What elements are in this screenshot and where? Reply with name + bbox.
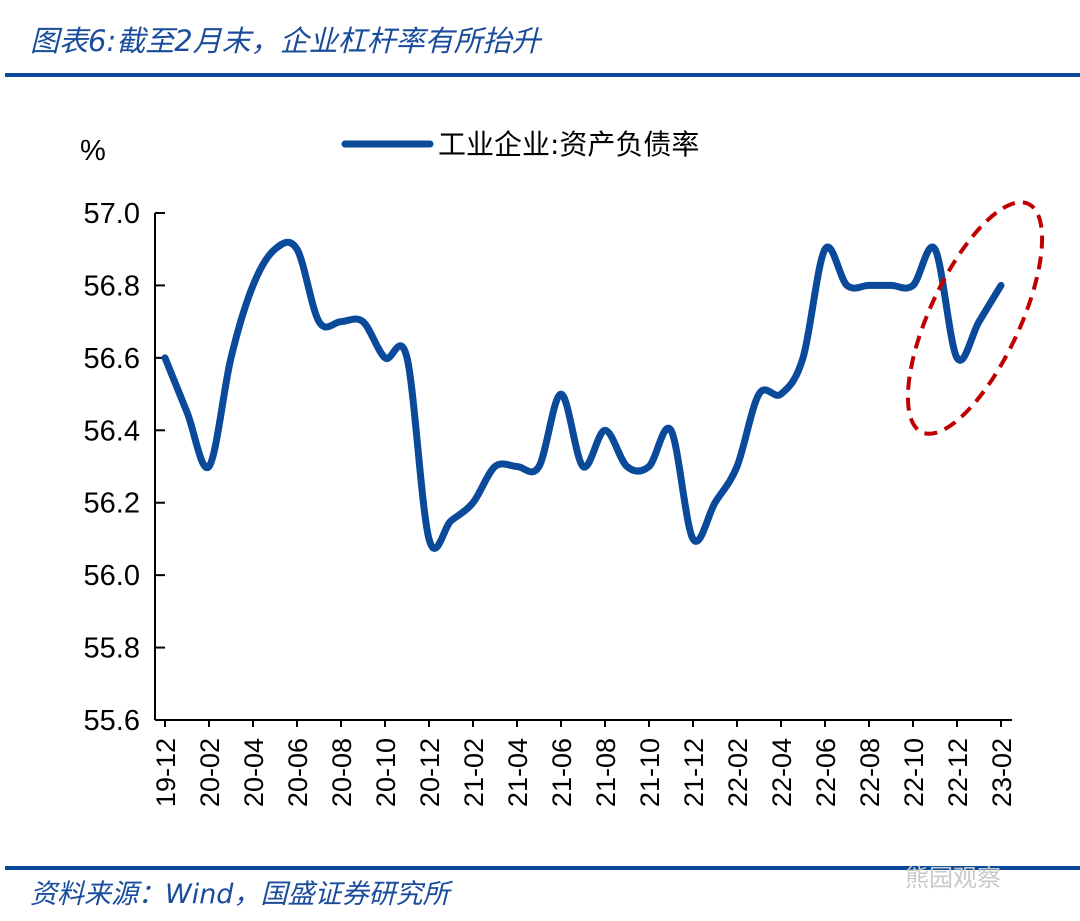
x-tick-label: 21-04: [503, 738, 533, 807]
y-tick-label: 56.2: [84, 488, 140, 520]
data-point: [450, 520, 452, 522]
data-point: [362, 321, 364, 323]
x-tick-label: 21-02: [459, 738, 489, 807]
source-note: 资料来源：Wind，国盛证券研究所: [30, 879, 450, 910]
x-tick-label: 21-06: [547, 738, 577, 807]
y-tick-label: 55.8: [84, 633, 140, 665]
x-tick-label: 20-06: [283, 738, 313, 807]
y-axis-unit: %: [80, 135, 106, 167]
x-tick-label: 23-02: [987, 738, 1017, 807]
y-tick-label: 55.6: [84, 705, 140, 737]
y-tick-label: 56.6: [84, 343, 140, 375]
data-point: [604, 429, 606, 431]
x-tick-label: 21-10: [635, 738, 665, 807]
y-tick-label: 56.0: [84, 560, 140, 592]
footer-divider: [5, 866, 1080, 870]
data-point: [780, 393, 782, 395]
x-tick-label: 22-06: [811, 738, 841, 807]
highlight-ellipse: [905, 200, 1045, 436]
series-line: [161, 238, 1005, 552]
data-point: [1000, 284, 1002, 286]
x-tick-label: 22-04: [767, 738, 797, 807]
data-point: [626, 466, 628, 467]
data-point: [516, 466, 518, 467]
data-point: [978, 321, 980, 323]
data-point: [648, 466, 650, 467]
header-divider: [5, 73, 1080, 77]
data-point: [230, 357, 232, 359]
data-point: [582, 466, 584, 467]
y-tick-label: 56.8: [84, 270, 140, 302]
data-point: [274, 248, 276, 250]
chart-title: 图表6:截至2月末，企业杠杆率有所抬升: [30, 24, 541, 58]
data-point: [890, 284, 892, 286]
data-point: [472, 502, 474, 504]
x-tick-label: 20-02: [195, 738, 225, 807]
x-tick-label: 21-12: [679, 738, 709, 807]
x-tick-label: 19-12: [151, 738, 181, 807]
data-point: [252, 284, 254, 286]
data-point: [868, 284, 870, 286]
data-point: [406, 357, 408, 359]
y-tick-label: 57.0: [84, 198, 140, 230]
x-tick-label: 20-04: [239, 738, 269, 807]
watermark: 熊园观察: [905, 864, 1001, 892]
data-point: [846, 284, 848, 286]
data-point: [934, 248, 936, 250]
x-tick-label: 20-10: [371, 738, 401, 807]
data-point: [384, 357, 386, 359]
data-point: [758, 393, 760, 395]
data-point: [736, 466, 738, 467]
data-point: [340, 321, 342, 323]
data-point: [208, 466, 210, 467]
x-tick-label: 20-12: [415, 738, 445, 807]
legend-label: 工业企业:资产负债率: [438, 128, 699, 161]
x-tick-label: 22-08: [855, 738, 885, 807]
data-point: [186, 411, 188, 413]
data-point: [692, 538, 694, 540]
data-point: [560, 393, 562, 395]
y-tick-label: 56.4: [84, 415, 140, 447]
x-tick-label: 20-08: [327, 738, 357, 807]
data-point: [428, 538, 430, 540]
data-point: [670, 429, 672, 431]
x-tick-label: 21-08: [591, 738, 621, 807]
data-point: [714, 502, 716, 504]
data-point: [296, 248, 298, 250]
data-point: [318, 321, 320, 323]
x-tick-label: 22-02: [723, 738, 753, 807]
data-point: [494, 466, 496, 467]
data-point: [538, 466, 540, 467]
x-tick-label: 22-10: [899, 738, 929, 807]
data-point: [802, 357, 804, 359]
legend: 工业企业:资产负债率: [341, 128, 699, 161]
data-point: [956, 357, 958, 359]
data-point: [824, 248, 826, 250]
data-point: [912, 284, 914, 286]
x-tick-label: 22-12: [943, 738, 973, 807]
data-point: [164, 357, 166, 359]
